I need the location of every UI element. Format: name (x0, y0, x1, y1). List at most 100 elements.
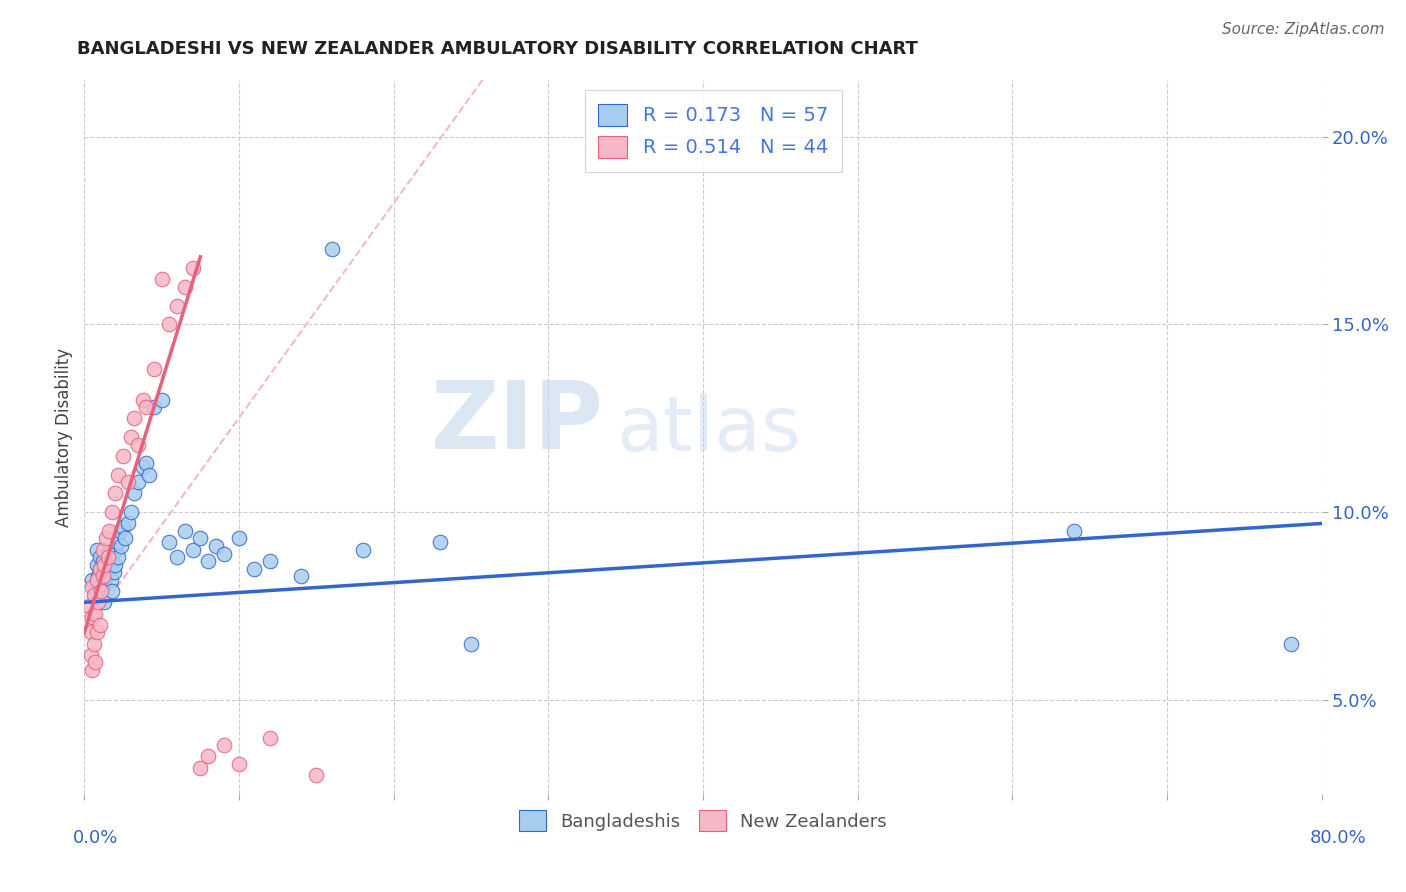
Point (86, 558, 108, 572)
Legend: Bangladeshis, New Zealanders: Bangladeshis, New Zealanders (512, 803, 894, 838)
Point (82, 573, 104, 587)
Text: Source: ZipAtlas.com: Source: ZipAtlas.com (1222, 22, 1385, 37)
Point (89, 561, 111, 575)
Text: BANGLADESHI VS NEW ZEALANDER AMBULATORY DISABILITY CORRELATION CHART: BANGLADESHI VS NEW ZEALANDER AMBULATORY … (77, 40, 918, 58)
Point (120, 430, 142, 444)
Point (117, 475, 139, 490)
Point (114, 532, 136, 546)
Point (150, 392, 173, 407)
Point (460, 637, 482, 651)
Point (143, 362, 166, 376)
Point (132, 460, 155, 475)
Point (188, 532, 211, 546)
Point (122, 486, 145, 500)
Point (84, 607, 107, 621)
Point (181, 261, 204, 276)
Point (101, 505, 124, 519)
Point (105, 535, 128, 549)
Point (228, 532, 250, 546)
Point (135, 400, 157, 414)
Point (305, 768, 328, 782)
Point (91, 569, 114, 583)
Point (83, 588, 105, 602)
Point (96, 558, 118, 572)
Point (87, 595, 110, 609)
Text: ZIP: ZIP (432, 376, 605, 469)
Point (321, 242, 343, 256)
Point (290, 569, 312, 583)
Point (89, 561, 111, 575)
Point (132, 392, 155, 407)
Point (259, 554, 281, 568)
Point (112, 449, 135, 463)
Point (93, 576, 115, 591)
Point (166, 550, 188, 565)
Point (166, 299, 188, 313)
Point (94, 532, 117, 546)
Point (86, 573, 108, 587)
Point (82, 580, 104, 594)
Point (90, 584, 112, 599)
Text: 80.0%: 80.0% (1310, 829, 1367, 847)
Point (197, 749, 219, 764)
Point (108, 524, 131, 538)
Y-axis label: Ambulatory Disability: Ambulatory Disability (55, 348, 73, 526)
Point (174, 524, 197, 538)
Point (98, 524, 121, 538)
Point (100, 573, 122, 587)
Point (84, 656, 107, 670)
Point (205, 539, 228, 553)
Point (96, 550, 118, 565)
Point (101, 584, 124, 599)
Point (122, 411, 145, 425)
Point (91, 566, 114, 580)
Point (86, 542, 108, 557)
Point (84, 588, 107, 602)
Point (98, 561, 121, 575)
Point (259, 731, 281, 745)
Point (1279, 637, 1302, 651)
Point (127, 437, 149, 451)
Point (429, 535, 451, 549)
Point (117, 516, 139, 531)
Point (135, 456, 157, 470)
Point (82, 663, 104, 677)
Point (77, 599, 100, 613)
Point (101, 554, 124, 568)
Point (197, 554, 219, 568)
Point (150, 272, 173, 286)
Text: 0.0%: 0.0% (73, 829, 118, 847)
Point (212, 738, 235, 752)
Point (104, 542, 127, 557)
Point (1063, 524, 1085, 538)
Point (212, 547, 235, 561)
Point (143, 400, 166, 414)
Point (112, 520, 135, 534)
Point (352, 542, 374, 557)
Text: atlas: atlas (616, 393, 801, 467)
Point (159, 535, 180, 549)
Point (90, 584, 112, 599)
Point (243, 561, 266, 575)
Point (79, 648, 101, 662)
Point (228, 756, 250, 771)
Point (89, 618, 111, 632)
Point (79, 625, 101, 640)
Point (96, 547, 118, 561)
Point (89, 580, 111, 594)
Point (82, 610, 104, 624)
Point (188, 761, 211, 775)
Point (159, 318, 180, 332)
Point (93, 558, 115, 572)
Point (86, 625, 108, 640)
Point (104, 486, 127, 500)
Point (120, 505, 142, 519)
Point (98, 550, 121, 565)
Point (104, 558, 127, 572)
Point (93, 595, 115, 609)
Point (91, 542, 114, 557)
Point (107, 550, 129, 565)
Point (174, 280, 197, 294)
Point (83, 637, 105, 651)
Point (89, 550, 111, 565)
